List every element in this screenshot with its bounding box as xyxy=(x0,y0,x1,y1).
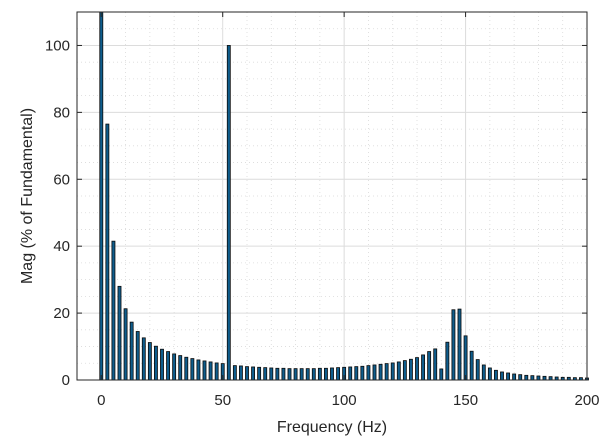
bar xyxy=(378,363,383,381)
bar xyxy=(542,375,547,381)
bar xyxy=(336,367,340,381)
bar xyxy=(208,361,213,381)
bar xyxy=(172,353,177,381)
x-tick-label: 100 xyxy=(332,392,357,409)
bar xyxy=(184,356,189,381)
bar xyxy=(232,365,237,381)
bar xyxy=(324,367,328,381)
bar xyxy=(384,363,389,381)
bar xyxy=(141,337,146,381)
bar xyxy=(166,351,170,381)
bar xyxy=(481,364,486,381)
bar xyxy=(506,372,510,381)
bar xyxy=(451,309,456,381)
bar xyxy=(263,367,268,381)
bar xyxy=(330,367,334,381)
y-axis-label: Mag (% of Fundamental) xyxy=(19,108,36,284)
bar xyxy=(348,366,353,381)
bar xyxy=(512,373,517,381)
bar xyxy=(226,45,231,381)
y-tick-label: 20 xyxy=(53,305,70,322)
bar xyxy=(245,366,249,381)
bar xyxy=(154,345,158,381)
bar xyxy=(190,358,195,381)
bar xyxy=(305,368,310,381)
bar xyxy=(409,358,413,381)
bar xyxy=(311,368,316,381)
bar xyxy=(366,365,371,381)
bar xyxy=(99,11,104,381)
bar xyxy=(548,376,553,381)
bar xyxy=(214,362,219,381)
y-tick-label: 40 xyxy=(53,238,70,255)
bar xyxy=(239,365,243,381)
x-axis-label: Frequency (Hz) xyxy=(277,419,387,436)
x-axis-ticks: 0 50 100 150 200 xyxy=(97,12,600,409)
bar xyxy=(463,335,468,381)
bar xyxy=(536,375,541,381)
bar xyxy=(111,240,116,381)
minor-grid xyxy=(77,12,587,380)
bar xyxy=(524,374,529,381)
bar xyxy=(487,367,492,381)
bar xyxy=(475,359,480,381)
bar xyxy=(530,375,535,381)
bar xyxy=(518,374,523,381)
x-tick-label: 0 xyxy=(97,392,105,409)
bar xyxy=(445,341,450,381)
bar xyxy=(372,364,377,381)
bar xyxy=(354,366,359,381)
bar xyxy=(433,348,438,381)
x-tick-label: 200 xyxy=(574,392,599,409)
bar xyxy=(117,285,122,381)
y-tick-label: 60 xyxy=(53,171,70,188)
bar xyxy=(251,366,255,381)
y-axis-ticks: 0 20 40 60 80 100 xyxy=(45,37,587,389)
bar xyxy=(293,368,298,381)
bar xyxy=(281,367,286,381)
bar xyxy=(160,348,164,381)
bar xyxy=(494,369,498,381)
bar xyxy=(390,362,395,381)
y-tick-label: 100 xyxy=(45,37,70,54)
bar xyxy=(105,123,110,381)
bar xyxy=(317,367,322,381)
bar xyxy=(299,368,304,381)
bar xyxy=(147,342,152,381)
bar xyxy=(415,357,419,381)
bar xyxy=(129,321,134,381)
bar xyxy=(257,366,262,381)
y-tick-label: 80 xyxy=(53,104,70,121)
bar xyxy=(196,359,201,381)
bar xyxy=(457,308,462,381)
x-tick-label: 150 xyxy=(453,392,478,409)
bar xyxy=(427,351,432,381)
bar xyxy=(439,368,444,381)
y-tick-label: 0 xyxy=(62,372,70,389)
bar xyxy=(396,361,401,381)
bar xyxy=(360,365,365,381)
bar xyxy=(500,371,504,381)
bar xyxy=(135,331,140,381)
bar xyxy=(275,367,280,381)
bar xyxy=(202,360,207,381)
bar xyxy=(178,355,183,381)
bar xyxy=(123,308,128,381)
bar xyxy=(402,360,407,381)
x-tick-label: 50 xyxy=(214,392,231,409)
bar xyxy=(269,367,274,381)
bar xyxy=(287,368,292,381)
bar xyxy=(421,354,425,381)
plot-frame xyxy=(76,11,588,381)
bar xyxy=(469,350,474,381)
